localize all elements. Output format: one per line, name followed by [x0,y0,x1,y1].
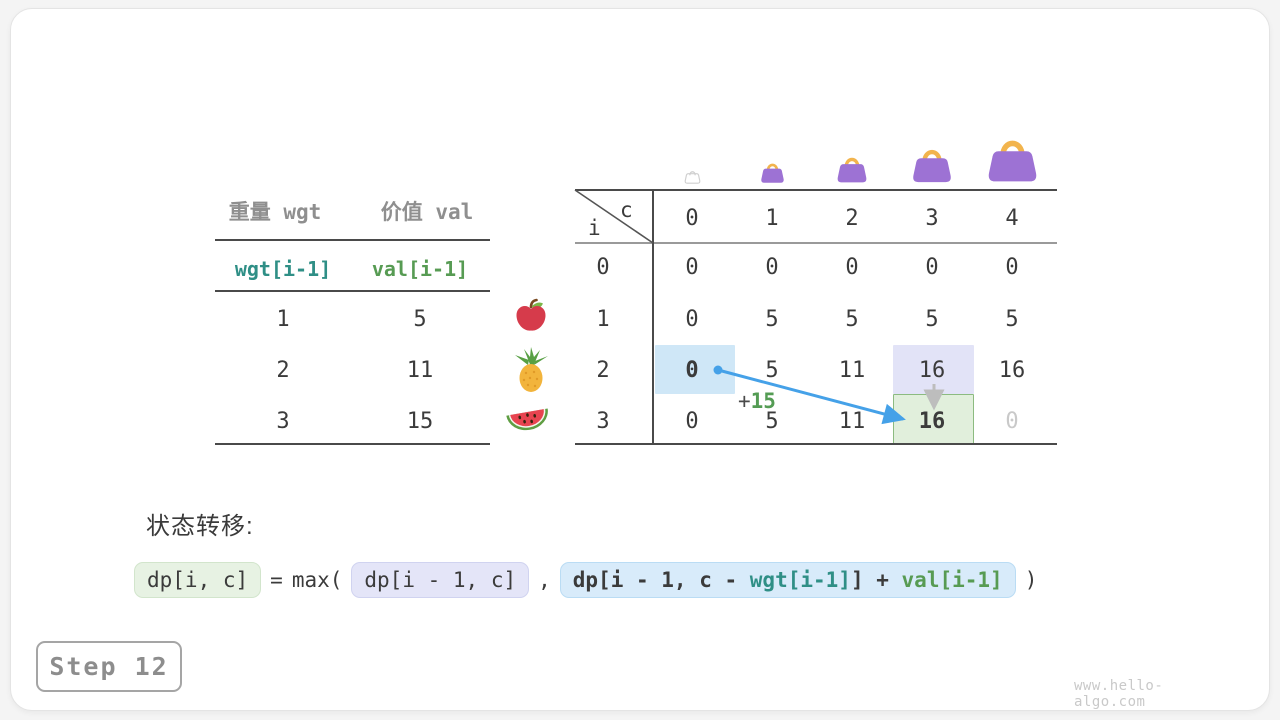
transition-formula: dp[i, c] = max( dp[i - 1, c] , dp[i - 1,… [134,558,1194,602]
item-2-value: 11 [406,358,434,383]
dp-cell-3-0: 0 [685,409,699,434]
dp-cell-0-1: 0 [765,255,779,280]
bag-icon-capacity-0-empty [684,168,701,188]
formula-comma: , [538,568,551,592]
item-3-value: 15 [406,409,434,434]
bag-icon-capacity-4 [986,133,1039,188]
dp-axis-c-label: c [620,198,633,222]
dp-col-header-4: 4 [1005,206,1019,231]
dp-cell-1-4: 5 [1005,307,1019,332]
dp-cell-2-0-source: 0 [685,358,699,383]
formula-close-paren: ) [1024,568,1038,592]
dp-table-rule-top [575,189,1057,191]
formula-lhs: dp[i, c] [134,562,262,598]
items-table-header-value: 价值 val [380,200,474,224]
step-badge-label: Step 12 [49,652,169,681]
formula-arg2-bracket: ] [850,568,864,592]
dp-cell-0-4: 0 [1005,255,1019,280]
dp-cell-2-4: 16 [998,358,1026,383]
bag-icon-capacity-1 [760,160,785,188]
dp-row-label-3: 3 [596,409,610,434]
dp-cell-1-2: 5 [845,307,859,332]
items-table-rule-top [215,239,490,241]
formula-arg2: dp[i - 1, c - wgt[i-1]] + val[i-1] [559,562,1016,598]
dp-row-label-1: 1 [596,307,610,332]
dp-cell-1-3: 5 [925,307,939,332]
formula-max-open: max( [291,568,343,592]
figure-card [10,8,1270,711]
watermelon-icon [504,398,552,444]
dp-cell-1-0: 0 [685,307,699,332]
items-table-rule-bottom [215,443,490,445]
dp-cell-3-2: 11 [838,409,866,434]
dp-table-rule-vertical [652,189,654,445]
add-value-annotation: +15 [738,389,776,413]
formula-arg2-prefix: dp[i - 1, c - [572,568,750,592]
dp-cell-3-4-pending: 0 [1005,409,1019,434]
dp-cell-0-2: 0 [845,255,859,280]
items-table-header-weight: 重量 wgt [228,200,322,224]
formula-arg2-plus: + [863,568,902,592]
item-1-weight: 1 [276,307,290,332]
dp-cell-2-2: 11 [838,358,866,383]
dp-row-label-0: 0 [596,255,610,280]
formula-arg2-wgt: wgt[i-1] [749,568,851,592]
dp-row-label-2: 2 [596,358,610,383]
dp-cell-2-3-compare: 16 [918,358,946,383]
dp-axis-i-label: i [588,216,601,240]
dp-cell-1-1: 5 [765,307,779,332]
apple-icon [513,298,549,338]
step-badge: Step 12 [36,641,182,692]
item-3-weight: 3 [276,409,290,434]
dp-col-header-1: 1 [765,206,779,231]
bag-icon-capacity-2 [836,153,868,188]
items-table-var-wgt: wgt[i-1] [234,257,332,281]
item-1-value: 5 [413,307,427,332]
dp-cell-0-3: 0 [925,255,939,280]
dp-cell-0-0: 0 [685,255,699,280]
item-2-weight: 2 [276,358,290,383]
bag-icon-capacity-3 [911,144,953,188]
pineapple-icon [509,345,553,399]
dp-cell-2-1: 5 [765,358,779,383]
state-transition-label: 状态转移: [146,513,254,540]
dp-table-rule-header [575,242,1057,244]
formula-arg1: dp[i - 1, c] [351,562,530,598]
dp-col-header-3: 3 [925,206,939,231]
watermark: www.hello-algo.com [1074,678,1164,710]
dp-table-rule-bottom [575,443,1057,445]
dp-cell-3-3-target: 16 [918,409,946,434]
dp-col-header-2: 2 [845,206,859,231]
formula-arg2-val: val[i-1] [901,568,1003,592]
added-value: 15 [750,389,776,413]
items-table-var-val: val[i-1] [371,257,469,281]
formula-equals: = [270,568,283,592]
plus-sign: + [738,389,751,413]
items-table-rule-mid [215,290,490,292]
dp-col-header-0: 0 [685,206,699,231]
